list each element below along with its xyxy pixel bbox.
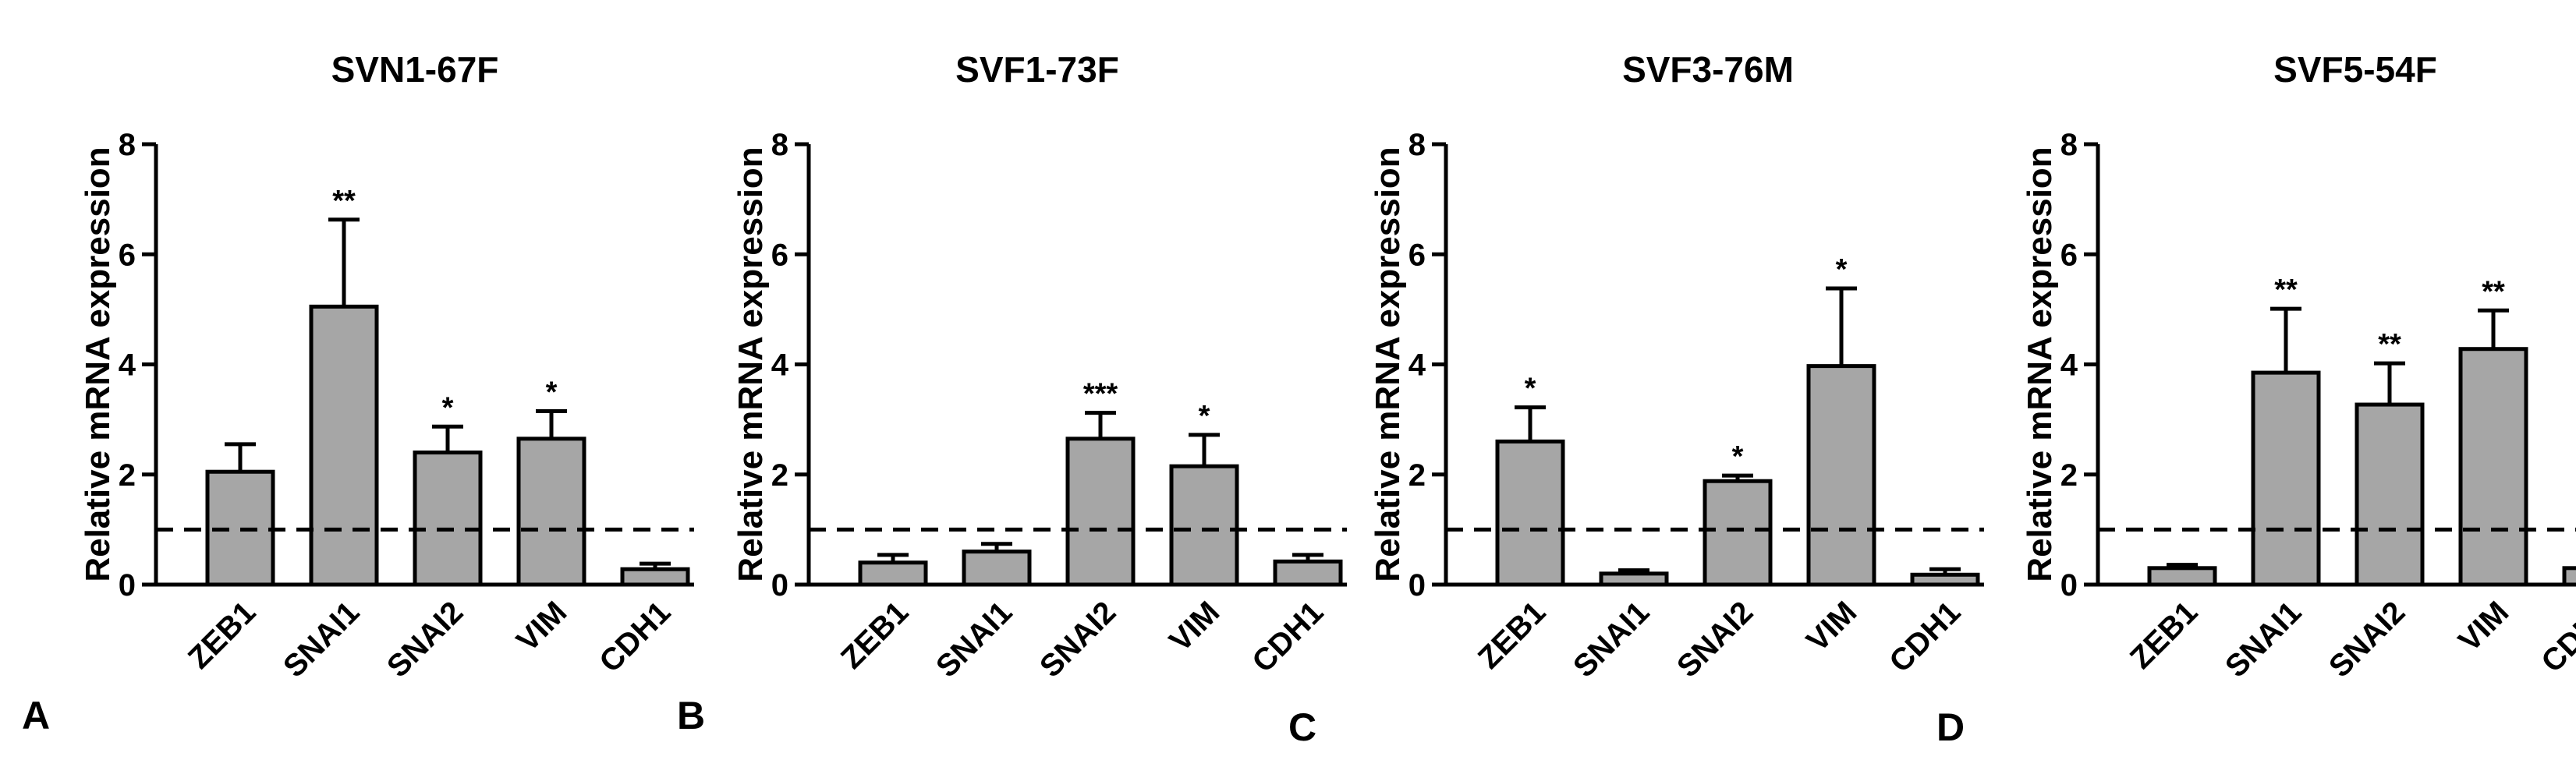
bar (1806, 364, 1876, 587)
y-tick-label: 6 (1408, 238, 1426, 272)
bar (1910, 572, 1980, 587)
category-label: SNAI2 (1033, 595, 1122, 684)
bar (1495, 439, 1565, 587)
chart-title: SVN1-67F (331, 49, 499, 90)
category-label: SNAI2 (1671, 595, 1759, 684)
category-label: SNAI2 (381, 595, 469, 684)
panel-letter: B (677, 694, 705, 737)
category-label: ZEB1 (2124, 595, 2204, 675)
category-label: ZEB1 (182, 595, 262, 675)
y-axis-label: Relative mRNA expression (1369, 147, 1407, 581)
bar (1599, 571, 1669, 587)
bar (1169, 464, 1239, 587)
y-axis-label: Relative mRNA expression (79, 147, 117, 581)
chart-title: SVF3-76M (1622, 49, 1794, 90)
category-label: VIM (1800, 595, 1863, 658)
y-tick-label: 2 (771, 458, 788, 493)
bar (413, 451, 483, 587)
panel-letter: C (1288, 705, 1316, 749)
y-tick-label: 0 (1408, 568, 1426, 603)
significance-label: ** (332, 185, 356, 217)
bar (962, 550, 1032, 587)
significance-label: * (546, 376, 558, 409)
category-label: SNAI1 (1567, 595, 1656, 684)
significance-label: * (1199, 400, 1210, 433)
bar (620, 567, 690, 587)
significance-label: *** (1083, 378, 1118, 411)
y-tick-label: 4 (2060, 348, 2078, 383)
bar (1065, 437, 1136, 587)
bar (2147, 566, 2217, 587)
y-tick-label: 0 (771, 568, 788, 603)
y-tick-label: 4 (119, 348, 136, 383)
bar (1273, 559, 1343, 587)
bar (2355, 402, 2425, 587)
category-label: VIM (2452, 595, 2515, 658)
y-tick-label: 2 (119, 458, 136, 493)
y-tick-label: 4 (1408, 348, 1426, 383)
y-tick-label: 0 (119, 568, 136, 603)
panel-letter: D (1936, 705, 1965, 749)
category-label: CDH1 (2535, 595, 2576, 679)
bar (2251, 370, 2321, 587)
y-tick-label: 8 (1408, 128, 1426, 162)
category-label: SNAI1 (930, 595, 1019, 684)
y-tick-label: 6 (771, 238, 788, 272)
chart-title: SVF5-54F (2273, 49, 2437, 90)
significance-label: * (1836, 253, 1848, 286)
y-tick-label: 4 (771, 348, 789, 383)
y-axis-label: Relative mRNA expression (732, 147, 770, 581)
category-label: SNAI1 (277, 595, 366, 684)
significance-label: * (442, 391, 454, 424)
bar (516, 437, 586, 587)
y-tick-label: 8 (771, 128, 788, 162)
bar (2562, 566, 2576, 587)
significance-label: * (1732, 440, 1744, 473)
category-label: ZEB1 (1472, 595, 1552, 675)
bar (858, 560, 928, 587)
bar (1703, 479, 1773, 587)
y-tick-label: 6 (2060, 238, 2078, 272)
y-axis-label: Relative mRNA expression (2021, 147, 2059, 581)
category-label: CDH1 (1245, 595, 1330, 679)
category-label: SNAI1 (2219, 595, 2308, 684)
y-tick-label: 8 (119, 128, 136, 162)
category-label: SNAI2 (2323, 595, 2411, 684)
y-tick-label: 2 (1408, 458, 1426, 493)
y-tick-label: 0 (2060, 568, 2078, 603)
category-label: ZEB1 (834, 595, 915, 675)
y-tick-label: 8 (2060, 128, 2078, 162)
category-label: CDH1 (593, 595, 677, 679)
significance-label: ** (2482, 275, 2505, 308)
significance-label: ** (2274, 274, 2298, 306)
category-label: VIM (510, 595, 573, 658)
y-tick-label: 2 (2060, 458, 2078, 493)
chart-title: SVF1-73F (955, 49, 1119, 90)
significance-label: * (1525, 373, 1536, 405)
significance-label: ** (2378, 328, 2401, 361)
bar (309, 304, 379, 587)
bar (2458, 347, 2528, 587)
panel-letter: A (22, 694, 50, 737)
category-label: CDH1 (1883, 595, 1967, 679)
category-label: VIM (1163, 595, 1226, 658)
y-tick-label: 6 (119, 238, 136, 272)
